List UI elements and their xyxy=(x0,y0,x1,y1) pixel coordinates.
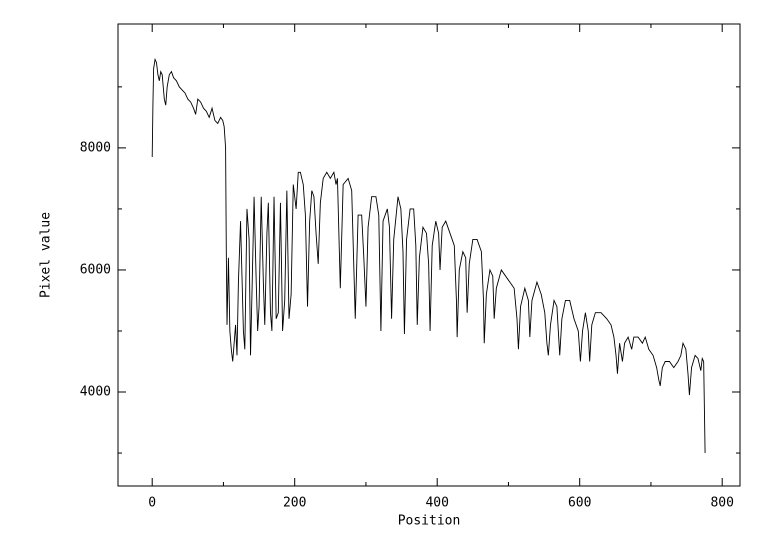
x-tick-label: 600 xyxy=(568,496,591,511)
y-tick-label: 8000 xyxy=(80,140,111,155)
y-tick-label: 6000 xyxy=(80,262,111,277)
data-line xyxy=(151,57,706,454)
x-tick-label: 800 xyxy=(710,496,733,511)
x-tick-label: 0 xyxy=(148,496,156,511)
y-tick-label: 4000 xyxy=(80,385,111,400)
x-axis-label: Position xyxy=(398,514,461,529)
x-tick-label: 400 xyxy=(425,496,448,511)
x-tick-label: 200 xyxy=(283,496,306,511)
plot-frame xyxy=(117,23,741,487)
y-axis-label: Pixel value xyxy=(39,212,54,298)
